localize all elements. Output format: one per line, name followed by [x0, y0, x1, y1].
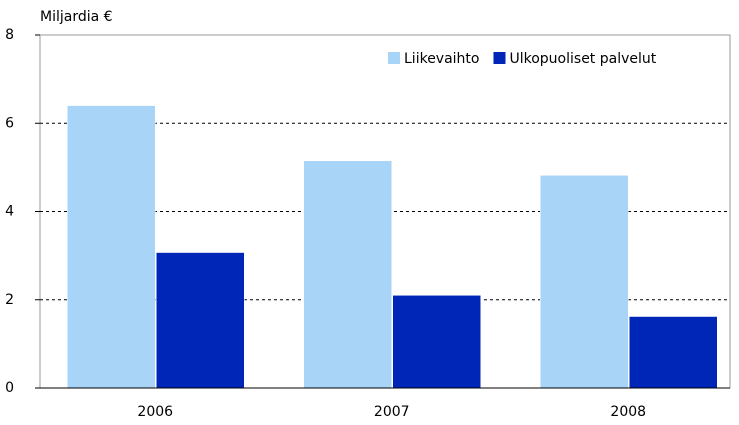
- legend-label: Ulkopuoliset palvelut: [509, 51, 656, 67]
- y-tick-label: 4: [5, 204, 14, 220]
- bar: [540, 175, 629, 389]
- x-tick-label: 2008: [610, 404, 646, 420]
- x-tick-label: 2006: [137, 404, 173, 420]
- bar: [303, 160, 392, 389]
- legend-swatch: [388, 52, 400, 64]
- bar: [156, 252, 245, 389]
- y-tick-label: 8: [5, 27, 14, 43]
- y-tick-label: 2: [5, 292, 14, 308]
- bar: [67, 105, 156, 389]
- legend-label: Liikevaihto: [404, 51, 479, 67]
- y-axis-label: Miljardia €: [40, 9, 113, 25]
- x-tick-label: 2007: [374, 404, 410, 420]
- y-tick-label: 6: [5, 115, 14, 131]
- legend-swatch: [493, 52, 506, 64]
- bar: [629, 316, 718, 389]
- y-tick-label: 0: [5, 380, 14, 396]
- bar: [392, 295, 481, 389]
